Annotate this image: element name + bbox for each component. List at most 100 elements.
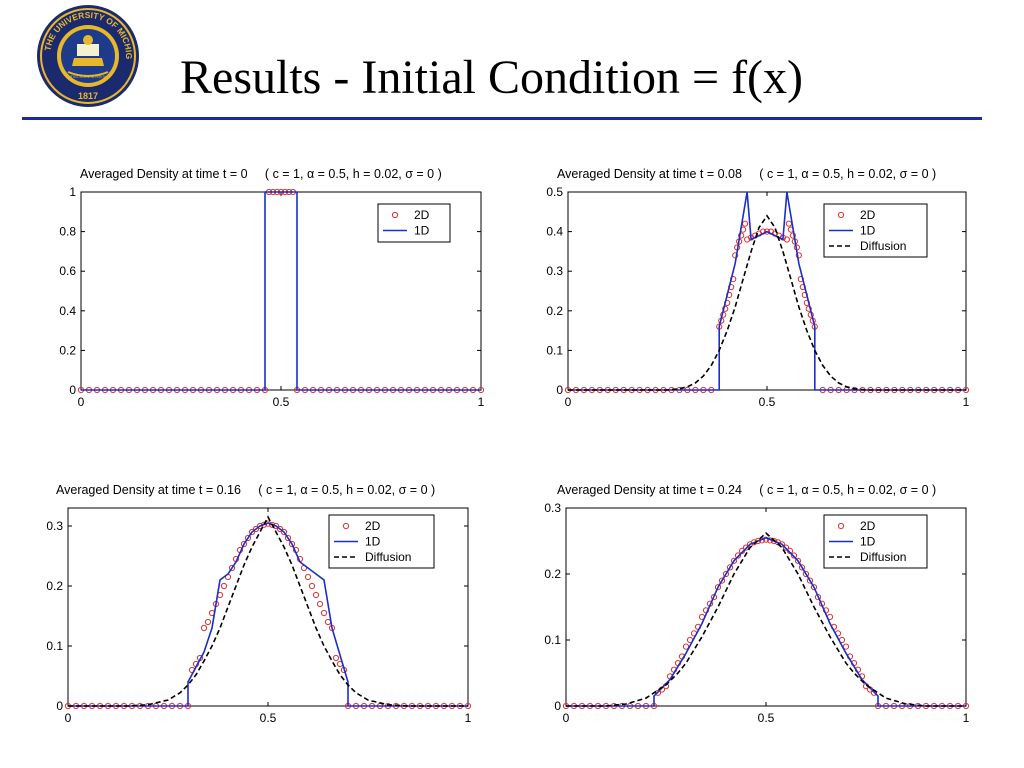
data-point-2d (730, 557, 738, 564)
data-point-2d (734, 552, 742, 559)
data-point-2d (718, 577, 726, 584)
data-point-2d (244, 534, 252, 542)
data-point-2d (806, 577, 814, 584)
y-tick-label: 0.4 (59, 304, 76, 318)
chart-title: Averaged Density at time t = 0.24 ( c = … (557, 483, 936, 497)
data-point-2d (798, 564, 806, 571)
data-point-2d (783, 236, 791, 243)
chart-title: Averaged Density at time t = 0.16 ( c = … (56, 483, 435, 497)
data-point-2d (312, 591, 320, 599)
chart-1: Averaged Density at time t = 0 ( c = 1, … (59, 167, 484, 409)
x-tick-label: 0.5 (273, 395, 290, 409)
data-point-2d (714, 584, 722, 591)
y-tick-label: 0.8 (59, 225, 76, 239)
y-tick-label: 0.1 (46, 639, 63, 653)
data-point-2d (795, 252, 802, 259)
data-point-2d (754, 537, 762, 545)
data-point-2d (722, 305, 729, 312)
y-tick-label: 0 (56, 699, 63, 713)
data-point-2d (204, 618, 212, 626)
legend-label: Diffusion (860, 239, 906, 253)
data-point-2d (763, 228, 771, 235)
seal-motto: ARTES SCIENTIA VERITAS (68, 75, 108, 79)
data-point-2d (276, 525, 284, 533)
y-tick-label: 0 (554, 699, 561, 713)
data-point-2d (782, 544, 790, 551)
data-point-2d (284, 534, 292, 542)
data-point-2d (770, 537, 778, 545)
x-tick-label: 1 (478, 395, 485, 409)
y-tick-label: 0.5 (546, 185, 563, 199)
x-tick-label: 0 (65, 711, 72, 725)
chart-2: Averaged Density at time t = 0.08 ( c = … (546, 167, 969, 409)
x-tick-label: 0 (78, 395, 85, 409)
chart-3: Averaged Density at time t = 0.16 ( c = … (46, 483, 471, 725)
data-point-2d (304, 573, 312, 581)
legend-label: 2D (414, 208, 430, 222)
header-divider (22, 117, 982, 120)
legend-marker-2d (837, 211, 845, 219)
data-point-2d (682, 643, 690, 650)
y-tick-label: 0.1 (546, 343, 563, 357)
y-tick-label: 0.2 (59, 343, 76, 357)
data-point-2d (200, 624, 208, 632)
series-diffusion-line (568, 214, 966, 391)
y-tick-label: 0 (69, 383, 76, 397)
data-point-2d (790, 552, 798, 559)
y-tick-label: 0.3 (46, 519, 63, 533)
legend-marker-2d (342, 522, 350, 530)
data-point-2d (316, 600, 324, 608)
y-tick-label: 0.3 (544, 501, 561, 515)
y-tick-label: 0.2 (544, 567, 561, 581)
data-point-2d (810, 584, 818, 591)
seal-year: 1817 (78, 91, 98, 101)
data-point-2d (228, 564, 236, 572)
y-tick-label: 0.1 (544, 633, 561, 647)
legend-label: 2D (365, 519, 381, 533)
legend-label: Diffusion (860, 550, 906, 564)
chart-4: Averaged Density at time t = 0.24 ( c = … (544, 483, 969, 725)
data-point-2d (789, 232, 796, 239)
data-point-2d (320, 609, 328, 617)
y-tick-label: 1 (69, 185, 76, 199)
x-tick-label: 1 (963, 395, 970, 409)
x-tick-label: 0.5 (260, 711, 277, 725)
data-point-2d (732, 252, 739, 259)
data-point-2d (332, 654, 340, 662)
x-tick-label: 0.5 (759, 395, 776, 409)
data-point-2d (280, 528, 288, 536)
legend-label: 1D (414, 224, 430, 238)
data-point-2d (308, 582, 316, 590)
y-tick-label: 0 (556, 383, 563, 397)
legend-label: 2D (860, 208, 876, 222)
x-tick-label: 1 (465, 711, 472, 725)
series-1d-line (68, 522, 468, 707)
legend-marker-2d (391, 211, 399, 219)
data-point-2d (805, 305, 812, 312)
x-tick-label: 0 (563, 711, 570, 725)
data-point-2d (256, 522, 264, 530)
y-tick-label: 0.2 (46, 579, 63, 593)
legend-box (377, 203, 451, 243)
slide-header: THE UNIVERSITY OF MICHIGAN 1817 ARTES SC… (0, 0, 1024, 122)
legend-label: 2D (860, 519, 876, 533)
y-tick-label: 0.4 (546, 225, 563, 239)
legend-label: Diffusion (365, 550, 411, 564)
x-tick-label: 1 (963, 711, 970, 725)
x-tick-label: 0.5 (758, 711, 775, 725)
legend-label: 1D (365, 535, 381, 549)
data-point-2d (726, 564, 734, 571)
y-tick-label: 0.2 (546, 304, 563, 318)
data-point-2d (248, 528, 256, 536)
legend-label: 1D (860, 224, 876, 238)
data-point-2d (240, 540, 248, 548)
data-point-2d (288, 540, 296, 548)
legend-label: 1D (860, 535, 876, 549)
x-tick-label: 0 (565, 395, 572, 409)
data-point-2d (252, 525, 260, 533)
slide-title: Results - Initial Condition = f(x) (180, 51, 804, 104)
y-tick-label: 0.3 (546, 264, 563, 278)
